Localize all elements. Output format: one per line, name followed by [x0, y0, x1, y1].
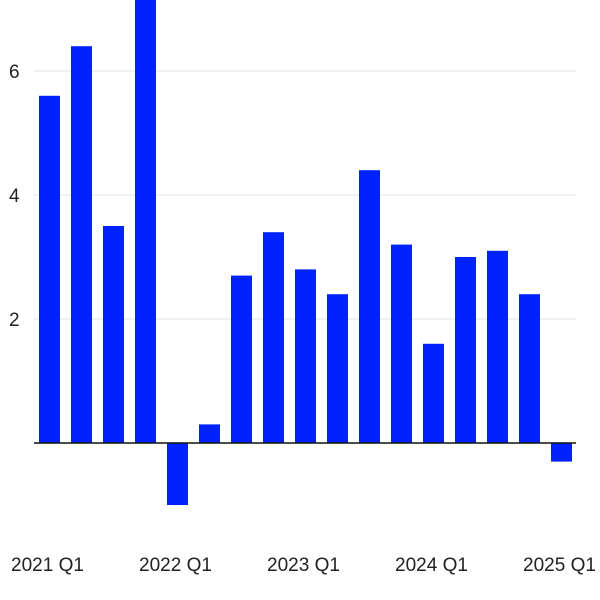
bar-2023-q1 [295, 269, 316, 443]
bar-2021-q1 [39, 95, 60, 444]
y-tick-label: 2 [9, 310, 20, 331]
x-tick-label: 2025 Q1 [523, 555, 596, 576]
bar-2024-q1 [423, 343, 444, 443]
bar-2024-q3 [487, 250, 508, 443]
x-tick-label: 2023 Q1 [267, 555, 340, 576]
bar-2023-q4 [391, 244, 412, 443]
y-tick-label: 6 [9, 62, 20, 83]
bar-2021-q3 [103, 226, 124, 443]
bar-2024-q4 [519, 294, 540, 443]
bar-2025-q1 [551, 443, 572, 462]
bar-2021-q4 [135, 0, 156, 444]
bar-2024-q2 [455, 257, 476, 443]
bar-2022-q4 [263, 232, 284, 443]
x-tick-label: 2021 Q1 [11, 555, 84, 576]
bar-2023-q2 [327, 294, 348, 443]
bar-2023-q3 [359, 170, 380, 443]
bars [39, 0, 572, 505]
x-tick-label: 2022 Q1 [139, 555, 212, 576]
y-axis-tick-labels: 2 4 6 [9, 62, 20, 331]
x-tick-label: 2024 Q1 [395, 555, 468, 576]
bar-2022-q1 [167, 443, 188, 505]
y-tick-label: 4 [9, 186, 20, 207]
bar-2022-q2 [199, 424, 220, 443]
bar-2021-q2 [71, 46, 92, 443]
x-axis-tick-labels: 2021 Q1 2022 Q1 2023 Q1 2024 Q1 2025 Q1 [11, 555, 596, 576]
bar-2022-q3 [231, 275, 252, 443]
